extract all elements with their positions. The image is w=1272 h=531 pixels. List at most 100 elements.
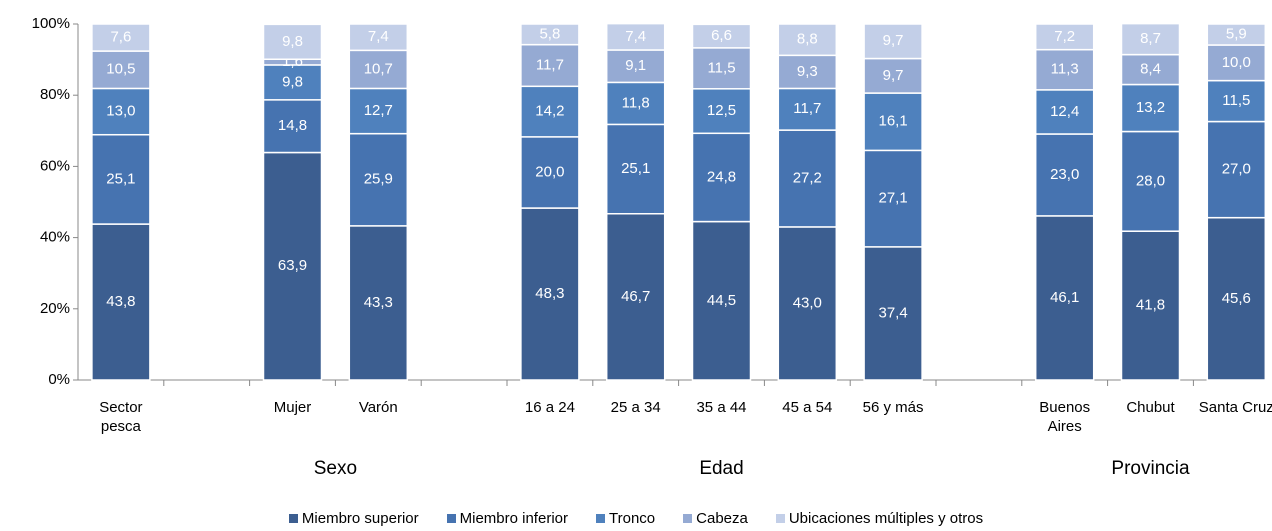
x-tick-label: 56 y más bbox=[862, 399, 924, 416]
value-label: 9,7 bbox=[883, 67, 904, 84]
value-label: 27,1 bbox=[878, 190, 907, 207]
value-label: 11,5 bbox=[1222, 92, 1250, 109]
bar-segment bbox=[1206, 44, 1267, 82]
legend-label: Tronco bbox=[609, 510, 656, 527]
value-label: 8,4 bbox=[1140, 61, 1161, 78]
bar-segment bbox=[605, 212, 666, 381]
legend-label: Miembro superior bbox=[301, 510, 419, 527]
value-label: 8,7 bbox=[1140, 30, 1161, 47]
bar-segment bbox=[91, 223, 151, 381]
value-label: 9,8 bbox=[282, 73, 303, 90]
value-label: 43,0 bbox=[793, 294, 822, 311]
bar-segment bbox=[1120, 230, 1181, 381]
bar-segment bbox=[605, 22, 666, 51]
x-tick-label: Varón bbox=[358, 399, 398, 416]
x-tick-label: Santa Cruz bbox=[1198, 399, 1272, 416]
x-tick-label: 16 a 24 bbox=[524, 399, 575, 416]
value-label: 14,2 bbox=[535, 103, 564, 120]
value-label: 11,8 bbox=[622, 94, 650, 111]
group-label: Sexo bbox=[313, 458, 358, 479]
value-label: 14,8 bbox=[278, 117, 307, 134]
bar-segment bbox=[777, 129, 838, 228]
bar-segment bbox=[605, 49, 666, 84]
bar-segment bbox=[777, 23, 838, 57]
value-label: 28,0 bbox=[1136, 172, 1165, 189]
bar-segment bbox=[520, 85, 580, 138]
x-tick-label: Sector pesca bbox=[99, 399, 143, 435]
bar-segment bbox=[1206, 79, 1267, 123]
value-label: 44,5 bbox=[707, 292, 736, 309]
value-label: 9,1 bbox=[625, 57, 646, 74]
value-label: 25,1 bbox=[621, 160, 650, 177]
bar-segment bbox=[91, 133, 151, 225]
value-label: 25,1 bbox=[106, 170, 135, 187]
y-tick-label: 0% bbox=[48, 371, 70, 388]
value-label: 25,9 bbox=[364, 171, 393, 188]
value-label: 9,3 bbox=[797, 63, 818, 80]
x-tick-label: 35 a 44 bbox=[696, 399, 747, 416]
value-label: 12,4 bbox=[1050, 103, 1079, 120]
legend-swatch bbox=[683, 514, 693, 523]
legend-item: Miembro superior bbox=[288, 510, 419, 527]
bar-segment bbox=[777, 226, 838, 381]
value-label: 43,8 bbox=[106, 293, 135, 310]
x-tick-label: 45 a 54 bbox=[782, 399, 833, 416]
bar-segment bbox=[1120, 83, 1181, 133]
bar-segment bbox=[91, 23, 151, 52]
bar-segment bbox=[691, 47, 752, 90]
bar-segment bbox=[348, 49, 409, 90]
bar-segment bbox=[1206, 216, 1267, 381]
bar-segment bbox=[520, 207, 580, 381]
value-label: 7,2 bbox=[1054, 28, 1075, 45]
y-tick-label: 80% bbox=[40, 86, 70, 103]
value-label: 9,7 bbox=[883, 32, 904, 49]
legend-swatch bbox=[446, 514, 456, 523]
x-tick-label: Buenos Aires bbox=[1039, 399, 1091, 435]
bar-segment bbox=[520, 43, 580, 88]
legend: Miembro superior Miembro inferior Tronco Ca… bbox=[0, 510, 1272, 527]
bar-segment bbox=[863, 92, 923, 152]
bar-segment bbox=[262, 23, 323, 60]
bar-segment bbox=[691, 132, 752, 223]
value-label: 37,4 bbox=[878, 304, 907, 321]
bar-segment bbox=[1206, 23, 1267, 46]
value-label: 27,0 bbox=[1222, 161, 1251, 178]
value-label: 63,9 bbox=[278, 257, 307, 274]
value-label: 6,6 bbox=[711, 27, 732, 44]
y-tick-label: 100% bbox=[32, 15, 70, 32]
bar-segment bbox=[1120, 53, 1181, 86]
bar-segment bbox=[262, 99, 323, 154]
bar-segment bbox=[691, 23, 752, 49]
bar-segment bbox=[1034, 48, 1095, 91]
bar-segment bbox=[691, 88, 752, 135]
value-label: 5,9 bbox=[1226, 25, 1247, 42]
legend-item: Tronco bbox=[596, 510, 655, 527]
bar-segment bbox=[691, 220, 752, 381]
value-label: 24,8 bbox=[707, 168, 736, 185]
legend-label: Cabeza bbox=[696, 510, 748, 527]
bar-segment bbox=[1034, 23, 1095, 51]
value-label: 11,7 bbox=[536, 56, 564, 73]
value-label: 11,7 bbox=[793, 100, 821, 117]
value-label: 7,4 bbox=[368, 28, 389, 45]
legend-label: Miembro inferior bbox=[459, 510, 568, 527]
value-label: 5,8 bbox=[539, 25, 560, 42]
bar-segment bbox=[348, 23, 409, 52]
bar-segment bbox=[262, 151, 323, 381]
bar-segment bbox=[1034, 89, 1095, 135]
legend-item: Miembro inferior bbox=[446, 510, 568, 527]
value-label: 48,3 bbox=[535, 285, 564, 302]
value-label: 9,8 bbox=[282, 33, 303, 50]
bar-segment bbox=[348, 132, 409, 227]
group-label: Provincia bbox=[1111, 458, 1190, 479]
value-label: 12,5 bbox=[707, 102, 736, 119]
value-label: 43,3 bbox=[364, 294, 393, 311]
bar-segment bbox=[605, 81, 666, 126]
x-tick-label: Chubut bbox=[1126, 399, 1175, 416]
x-tick-label: Mujer bbox=[273, 399, 312, 416]
value-label: 46,7 bbox=[621, 288, 650, 305]
legend-item: Ubicaciones múltiples y otros bbox=[775, 510, 984, 527]
legend-label: Ubicaciones múltiples y otros bbox=[788, 510, 984, 527]
